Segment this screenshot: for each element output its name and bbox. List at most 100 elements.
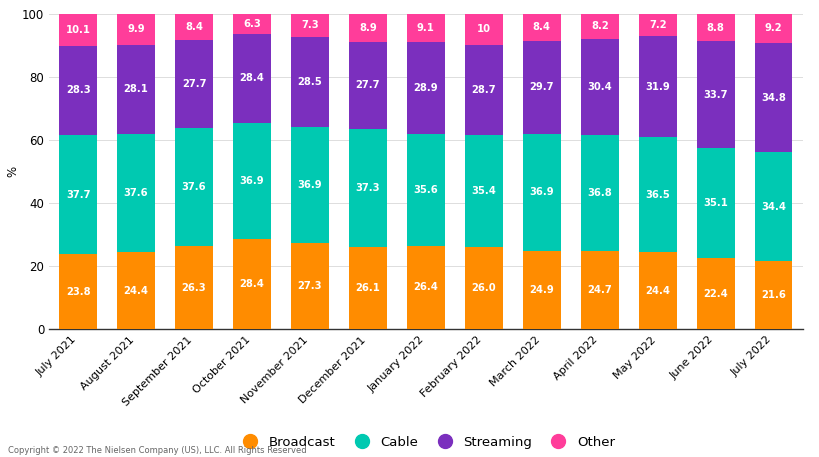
Text: 10.1: 10.1 <box>66 25 91 35</box>
Text: 36.9: 36.9 <box>240 176 265 186</box>
Bar <box>697 258 735 329</box>
Bar <box>407 14 445 43</box>
Text: 28.1: 28.1 <box>124 84 148 94</box>
Text: 27.7: 27.7 <box>355 80 380 90</box>
Bar <box>639 137 676 252</box>
Bar <box>581 251 618 329</box>
Bar <box>233 123 271 239</box>
Bar <box>639 14 676 37</box>
Text: 30.4: 30.4 <box>587 82 612 92</box>
Text: 9.1: 9.1 <box>417 23 435 33</box>
Text: 37.7: 37.7 <box>66 190 90 200</box>
Bar <box>233 14 271 33</box>
Bar <box>465 247 503 329</box>
Bar <box>523 14 561 41</box>
Bar <box>59 135 97 254</box>
Bar <box>407 43 445 133</box>
Text: 33.7: 33.7 <box>704 90 728 100</box>
Text: 26.4: 26.4 <box>414 282 438 292</box>
Bar <box>175 40 213 128</box>
Text: 31.9: 31.9 <box>645 82 670 92</box>
Text: 8.4: 8.4 <box>185 22 203 32</box>
Text: 7.3: 7.3 <box>301 20 319 30</box>
Text: 8.2: 8.2 <box>590 21 609 32</box>
Text: 23.8: 23.8 <box>66 287 90 297</box>
Bar <box>523 134 561 250</box>
Text: 10: 10 <box>477 24 491 34</box>
Bar <box>523 250 561 329</box>
Text: 29.7: 29.7 <box>530 82 554 92</box>
Bar <box>291 37 328 127</box>
Text: 28.4: 28.4 <box>240 279 265 289</box>
Bar <box>465 13 503 45</box>
Bar <box>291 127 328 243</box>
Bar <box>755 153 793 261</box>
Bar <box>59 14 97 46</box>
Text: 36.9: 36.9 <box>530 187 554 197</box>
Text: 37.6: 37.6 <box>182 182 206 192</box>
Bar <box>175 128 213 246</box>
Text: 9.2: 9.2 <box>765 23 782 33</box>
Bar <box>117 14 155 45</box>
Text: 7.2: 7.2 <box>649 20 667 30</box>
Bar <box>581 135 618 251</box>
Text: 34.8: 34.8 <box>761 93 786 102</box>
Text: 26.1: 26.1 <box>355 283 380 293</box>
Text: 36.9: 36.9 <box>297 180 322 190</box>
Text: 9.9: 9.9 <box>127 24 145 34</box>
Text: 8.4: 8.4 <box>533 22 551 32</box>
Text: 26.0: 26.0 <box>472 283 496 293</box>
Text: 37.3: 37.3 <box>355 183 380 193</box>
Text: 24.9: 24.9 <box>529 285 554 295</box>
Bar <box>755 261 793 329</box>
Text: Copyright © 2022 The Nielsen Company (US), LLC. All Rights Reserved: Copyright © 2022 The Nielsen Company (US… <box>8 446 307 455</box>
Text: 8.8: 8.8 <box>707 22 725 32</box>
Bar <box>697 148 735 258</box>
Bar <box>581 39 618 135</box>
Bar <box>697 42 735 148</box>
Bar <box>175 14 213 40</box>
Bar <box>523 41 561 134</box>
Bar <box>465 45 503 135</box>
Bar <box>581 13 618 39</box>
Text: 24.4: 24.4 <box>124 286 148 296</box>
Bar <box>407 246 445 329</box>
Text: 34.4: 34.4 <box>761 202 786 212</box>
Bar <box>175 246 213 329</box>
Bar <box>755 14 793 43</box>
Bar <box>291 243 328 329</box>
Bar <box>59 254 97 329</box>
Text: 28.3: 28.3 <box>66 85 90 96</box>
Text: 28.9: 28.9 <box>414 83 438 93</box>
Legend: Broadcast, Cable, Streaming, Other: Broadcast, Cable, Streaming, Other <box>232 430 620 454</box>
Bar <box>697 14 735 42</box>
Bar <box>407 133 445 246</box>
Bar <box>117 45 155 133</box>
Bar <box>349 14 387 42</box>
Bar <box>59 46 97 135</box>
Text: 35.4: 35.4 <box>472 186 496 196</box>
Text: 24.7: 24.7 <box>587 285 612 295</box>
Text: 21.6: 21.6 <box>761 290 786 300</box>
Bar <box>639 37 676 137</box>
Y-axis label: %: % <box>7 166 20 177</box>
Bar <box>349 42 387 129</box>
Bar <box>117 133 155 252</box>
Bar <box>233 239 271 329</box>
Text: 35.1: 35.1 <box>704 198 728 208</box>
Text: 36.8: 36.8 <box>587 188 612 198</box>
Text: 22.4: 22.4 <box>704 289 728 299</box>
Text: 26.3: 26.3 <box>182 282 206 292</box>
Bar <box>117 252 155 329</box>
Text: 24.4: 24.4 <box>645 286 670 296</box>
Bar <box>465 135 503 247</box>
Text: 8.9: 8.9 <box>359 23 377 33</box>
Text: 27.3: 27.3 <box>298 281 322 291</box>
Bar <box>349 247 387 329</box>
Text: 36.5: 36.5 <box>645 190 670 200</box>
Text: 35.6: 35.6 <box>414 185 438 195</box>
Bar <box>755 43 793 153</box>
Bar <box>291 14 328 37</box>
Bar <box>233 33 271 123</box>
Text: 27.7: 27.7 <box>182 79 206 89</box>
